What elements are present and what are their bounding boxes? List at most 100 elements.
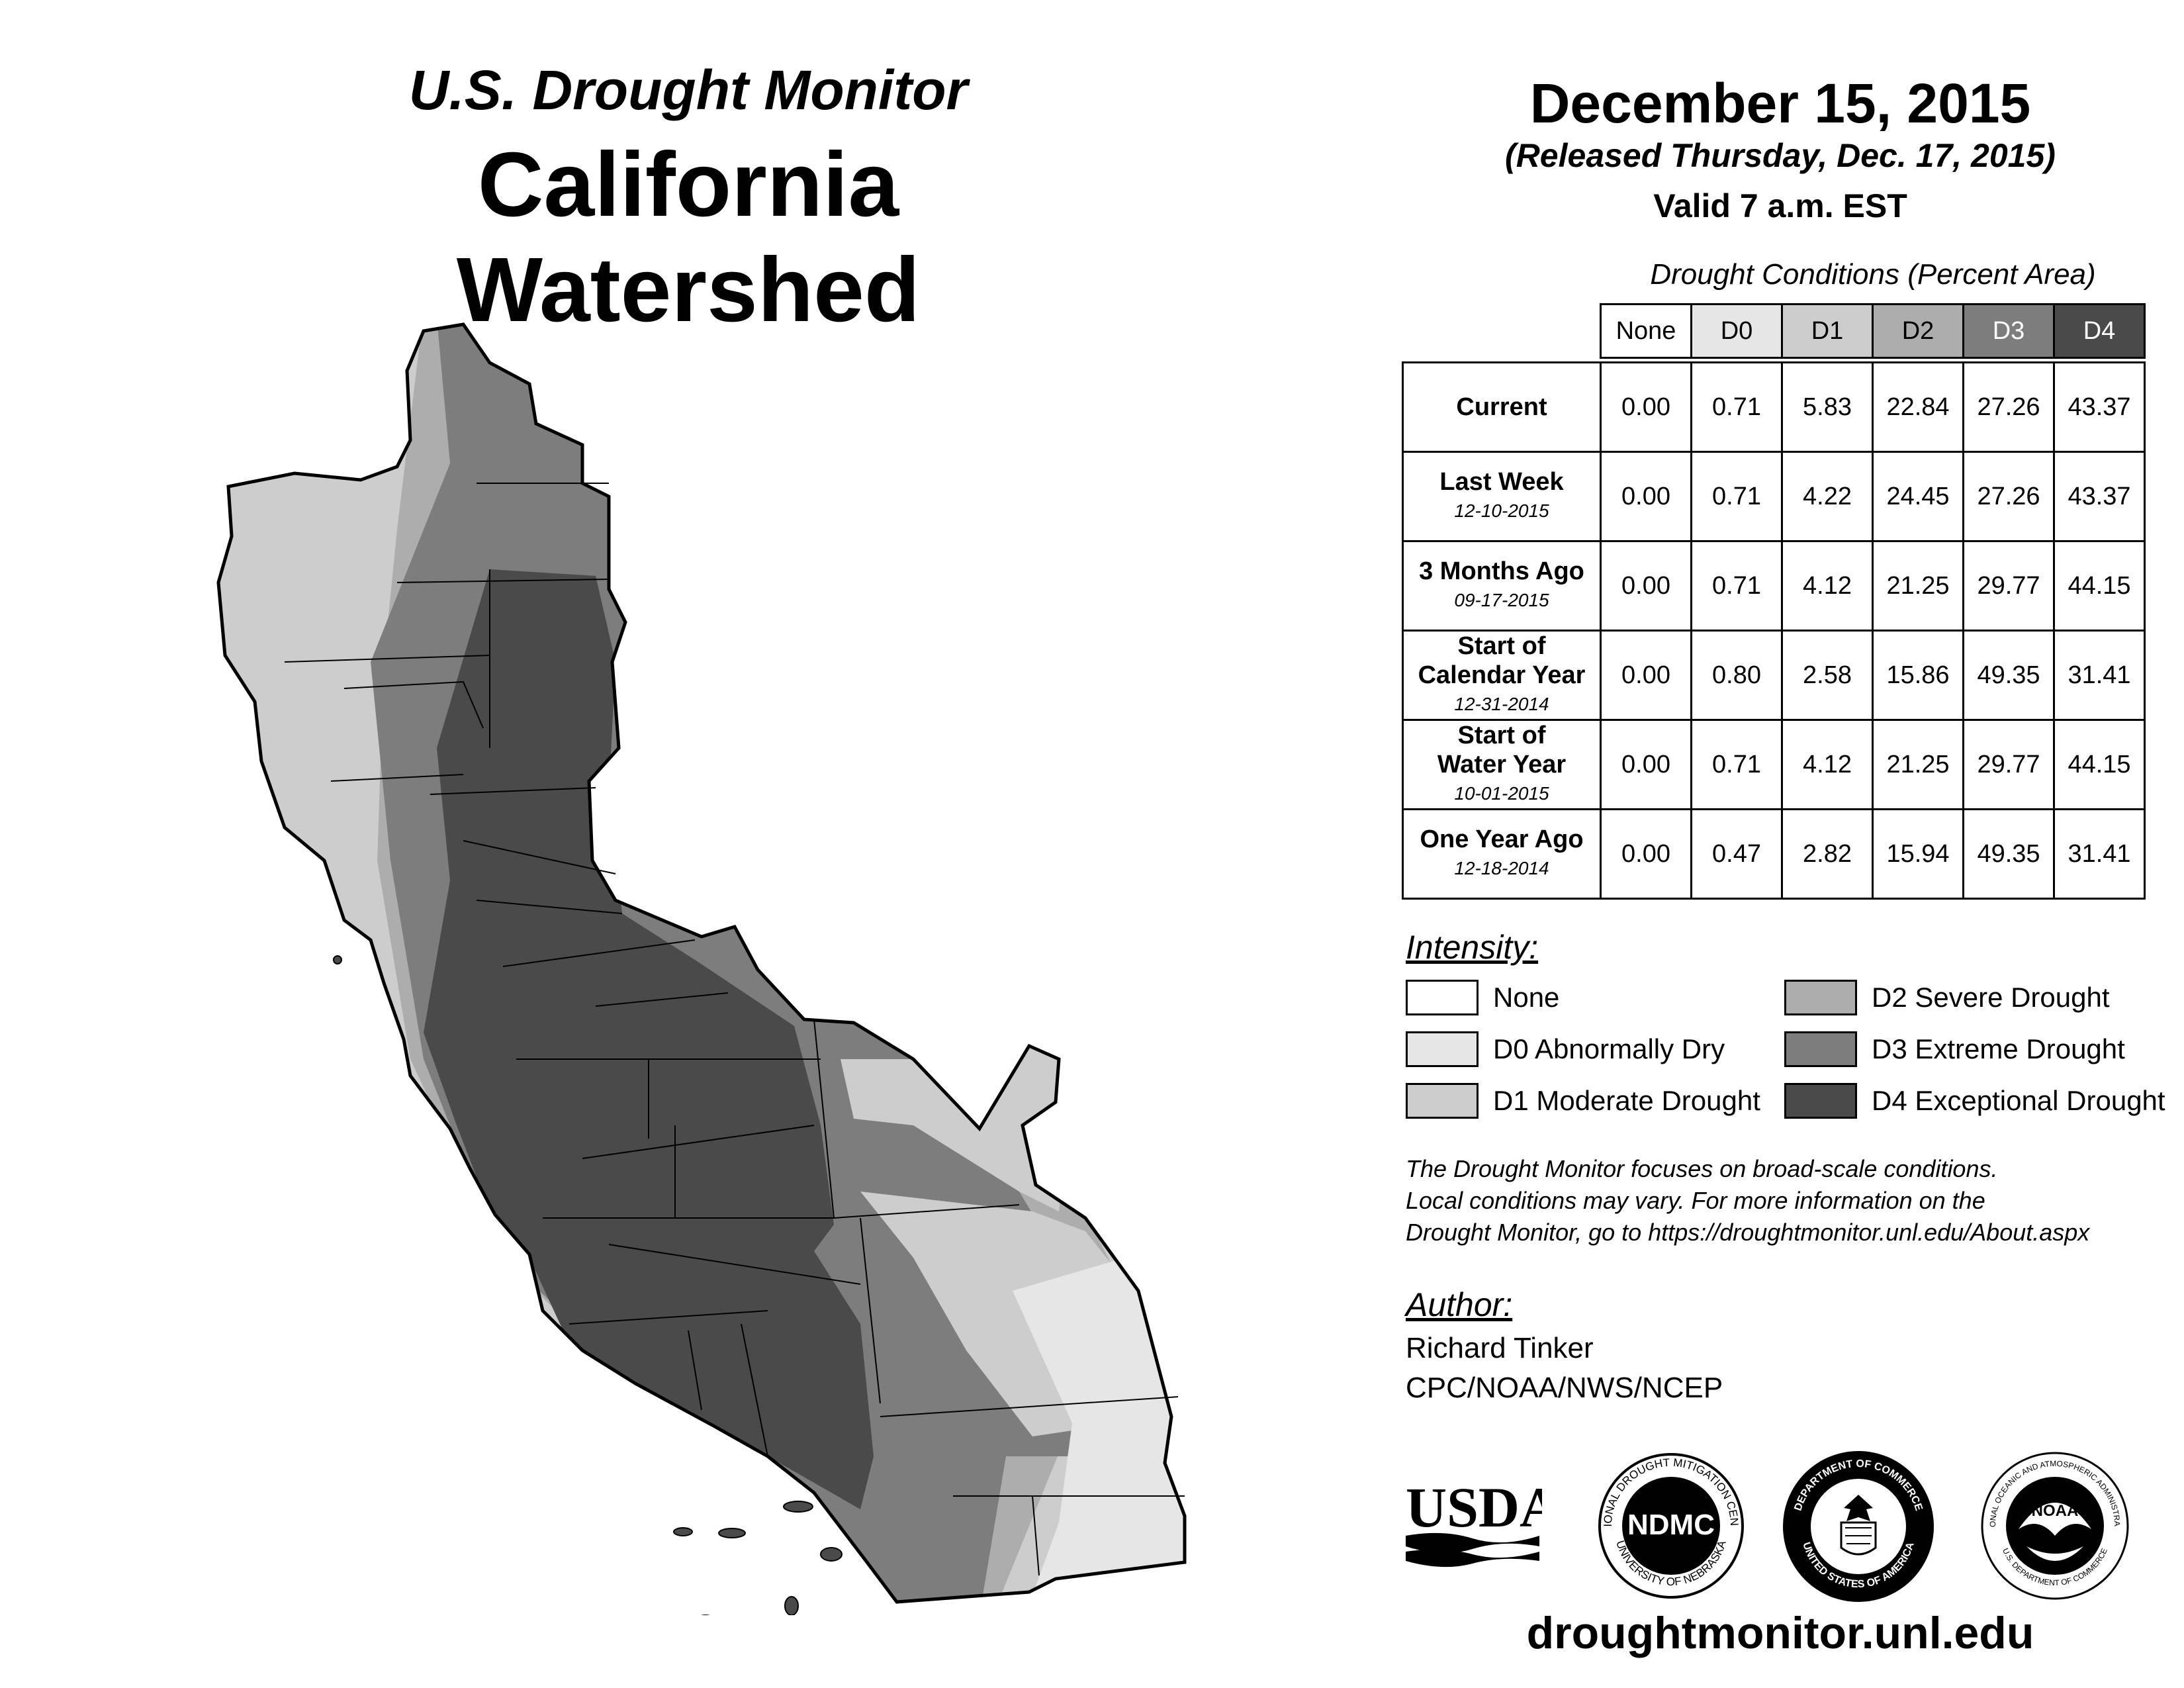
california-watershed-map: [216, 322, 1187, 1615]
svg-text:USDA: USDA: [1406, 1476, 1542, 1539]
table-row: 3 Months Ago 09-17-2015 0.00 0.71 4.12 21.25 2…: [1402, 540, 2146, 632]
table-cell: 0.47: [1690, 808, 1783, 900]
table-cell: 27.26: [1962, 451, 2055, 542]
note-line: The Drought Monitor focuses on broad-sca…: [1406, 1155, 1998, 1182]
valid-time: Valid 7 a.m. EST: [1653, 187, 1907, 224]
legend-label: D1 Moderate Drought: [1493, 1085, 1760, 1116]
legend-item: D0 Abnormally Dry: [1406, 1031, 1725, 1067]
table-cell: 15.94: [1872, 808, 1964, 900]
legend-item: None: [1406, 980, 1559, 1015]
table-cell: 0.00: [1600, 540, 1692, 632]
doc-seal-logo: DEPARTMENT OF COMMERCE UNITED STATES OF …: [1783, 1451, 1934, 1602]
table-cell: 4.12: [1781, 540, 1874, 632]
table-row: Last Week 12-10-2015 0.00 0.71 4.22 24.45 27.2…: [1402, 451, 2146, 542]
table-cell: 49.35: [1962, 630, 2055, 721]
table-cell: 0.00: [1600, 361, 1692, 453]
col-d0: D0: [1690, 303, 1783, 359]
legend-item: D4 Exceptional Drought: [1784, 1083, 2165, 1119]
table-cell: 4.12: [1781, 719, 1874, 810]
col-none: None: [1600, 303, 1692, 359]
legend-label: D2 Severe Drought: [1872, 982, 2110, 1013]
row-date: 12-10-2015: [1454, 500, 1549, 521]
table-row: One Year Ago 12-18-2014 0.00 0.47 2.82 15.94 4…: [1402, 808, 2146, 900]
ndmc-logo: NATIONAL DROUGHT MITIGATION CENTER UNIVE…: [1595, 1450, 1744, 1599]
row-label: Start of Water Year 10-01-2015: [1402, 719, 1602, 810]
svg-text:NOAA: NOAA: [2032, 1502, 2079, 1520]
table-cell: 0.71: [1690, 361, 1783, 453]
col-d1: D1: [1781, 303, 1874, 359]
legend-swatch: [1784, 980, 1857, 1015]
row-label: 3 Months Ago 09-17-2015: [1402, 540, 1602, 632]
table-cell: 44.15: [2053, 719, 2146, 810]
col-d3: D3: [1962, 303, 2055, 359]
table-cell: 0.80: [1690, 630, 1783, 721]
table-row: Current 0.00 0.71 5.83 22.84 27.26 43.37: [1402, 361, 2146, 453]
release-date: (Released Thursday, Dec. 17, 2015): [1505, 137, 2056, 174]
row-label: Current: [1402, 361, 1602, 453]
col-d2: D2: [1872, 303, 1964, 359]
legend-label: None: [1493, 982, 1560, 1013]
table-cell: 21.25: [1872, 719, 1964, 810]
table-cell: 27.26: [1962, 361, 2055, 453]
table-row: Start of Water Year 10-01-2015 0.00 0.71 4.12…: [1402, 719, 2146, 810]
table-cell: 0.71: [1690, 540, 1783, 632]
table-cell: 5.83: [1781, 361, 1874, 453]
usda-logo: USDA: [1406, 1476, 1542, 1568]
table-row: Start of Calendar Year 12-31-2014 0.00 0.80 2…: [1402, 630, 2146, 721]
table-cell: 31.41: [2053, 630, 2146, 721]
drought-conditions-table: None D0 D1 D2 D3 D4 Current 0.00 0.71 5.83 2…: [1402, 303, 2146, 900]
row-date: 09-17-2015: [1454, 590, 1549, 610]
legend-swatch: [1784, 1031, 1857, 1067]
map-date: December 15, 2015: [1529, 72, 2031, 134]
table-cell: 43.37: [2053, 361, 2146, 453]
row-label: Start of Calendar Year 12-31-2014: [1402, 630, 1602, 721]
map-title: California Watershed: [456, 134, 921, 341]
table-body: Current 0.00 0.71 5.83 22.84 27.26 43.37 Last W…: [1402, 361, 2146, 900]
table-cell: 15.86: [1872, 630, 1964, 721]
disclaimer-note: The Drought Monitor focuses on broad-sca…: [1406, 1153, 2167, 1248]
legend-label: D0 Abnormally Dry: [1493, 1033, 1725, 1064]
table-cell: 21.25: [1872, 540, 1964, 632]
author-title: Author:: [1406, 1286, 1513, 1323]
legend-swatch: [1784, 1083, 1857, 1119]
legend-title: Intensity:: [1406, 929, 1539, 966]
map-subtitle: U.S. Drought Monitor: [408, 59, 968, 121]
svg-text:NDMC: NDMC: [1627, 1509, 1715, 1541]
author-org: CPC/NOAA/NWS/NCEP: [1406, 1372, 1723, 1404]
table-header-row: None D0 D1 D2 D3 D4: [1403, 303, 2146, 359]
noaa-logo: NATIONAL OCEANIC AND ATMOSPHERIC ADMINIS…: [1979, 1450, 2129, 1600]
table-cell: 29.77: [1962, 540, 2055, 632]
table-cell: 0.00: [1600, 719, 1692, 810]
note-line: Drought Monitor, go to https://droughtmo…: [1406, 1219, 2090, 1246]
row-label: One Year Ago 12-18-2014: [1402, 808, 1602, 900]
table-cell: 4.22: [1781, 451, 1874, 542]
legend-swatch: [1406, 980, 1479, 1015]
note-line: Local conditions may vary. For more info…: [1406, 1187, 1985, 1214]
table-cell: 43.37: [2053, 451, 2146, 542]
row-label: Last Week 12-10-2015: [1402, 451, 1602, 542]
row-date: 10-01-2015: [1454, 783, 1549, 804]
row-date: 12-18-2014: [1454, 858, 1549, 878]
table-cell: 31.41: [2053, 808, 2146, 900]
table-cell: 49.35: [1962, 808, 2055, 900]
table-cell: 2.82: [1781, 808, 1874, 900]
table-cell: 44.15: [2053, 540, 2146, 632]
table-cell: 24.45: [1872, 451, 1964, 542]
table-cell: 22.84: [1872, 361, 1964, 453]
col-d4: D4: [2053, 303, 2146, 359]
legend-swatch: [1406, 1031, 1479, 1067]
legend-item: D2 Severe Drought: [1784, 980, 2110, 1015]
table-cell: 0.71: [1690, 451, 1783, 542]
author-name: Richard Tinker: [1406, 1332, 1594, 1364]
table-cell: 2.58: [1781, 630, 1874, 721]
table-cell: 0.71: [1690, 719, 1783, 810]
website-url[interactable]: droughtmonitor.unl.edu: [1526, 1608, 2034, 1658]
table-cell: 0.00: [1600, 630, 1692, 721]
table-caption: Drought Conditions (Percent Area): [1650, 258, 2096, 291]
legend-item: D3 Extreme Drought: [1784, 1031, 2125, 1067]
table-cell: 29.77: [1962, 719, 2055, 810]
legend-label: D3 Extreme Drought: [1872, 1033, 2125, 1064]
legend-label: D4 Exceptional Drought: [1872, 1085, 2165, 1116]
legend-item: D1 Moderate Drought: [1406, 1083, 1760, 1119]
table-cell: 0.00: [1600, 808, 1692, 900]
